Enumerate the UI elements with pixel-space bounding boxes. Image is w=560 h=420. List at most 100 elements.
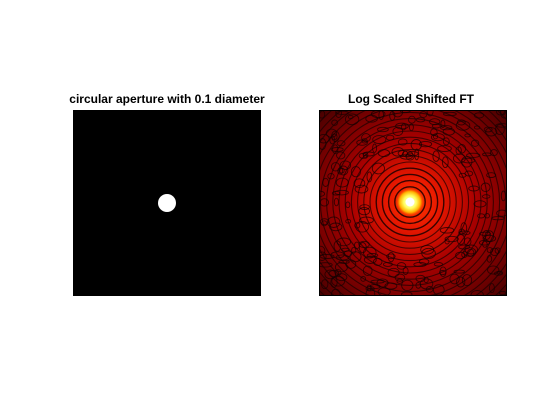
- ft-speckle: [483, 126, 493, 133]
- ft-speckle: [421, 247, 436, 259]
- ft-speckle: [358, 206, 371, 216]
- ft-speckle: [330, 251, 345, 259]
- ft-speckle: [430, 133, 445, 142]
- ft-speckle: [319, 190, 326, 198]
- ft-speckle: [336, 237, 352, 247]
- ft-speckle: [345, 259, 357, 269]
- ft-speckle: [319, 133, 330, 144]
- ft-speckle: [466, 152, 481, 158]
- ft-speckle: [382, 261, 393, 267]
- ft-speckle: [486, 247, 494, 254]
- ft-speckle: [321, 279, 329, 290]
- ft-speckle: [358, 216, 374, 224]
- ft-speckle: [491, 216, 505, 221]
- ft-speckle: [344, 113, 360, 126]
- ft-speckle: [361, 138, 368, 144]
- ft-speckle: [372, 135, 387, 145]
- ft-speckle: [400, 153, 413, 160]
- ft-speckle: [429, 118, 441, 126]
- ft-speckle: [408, 115, 416, 124]
- ft-ring: [357, 149, 463, 255]
- ft-speckle: [418, 140, 433, 148]
- aperture-image-panel: [73, 110, 261, 296]
- ft-speckle: [351, 246, 357, 254]
- ft-speckle: [444, 235, 459, 243]
- ft-speckle: [365, 286, 375, 292]
- ft-speckle: [453, 269, 466, 274]
- ft-speckle: [360, 276, 367, 282]
- ft-speckle: [402, 267, 409, 275]
- ft-speckle: [486, 172, 497, 178]
- ft-speckle: [358, 240, 370, 248]
- ft-speckle: [339, 160, 352, 170]
- ft-speckle: [338, 259, 350, 264]
- ft-speckle: [333, 197, 339, 207]
- ft-speckle: [338, 165, 349, 176]
- ft-speckle: [361, 133, 371, 143]
- ft-speckle: [392, 110, 404, 118]
- ft-speckle: [464, 133, 471, 138]
- aperture-panel-title: circular aperture with 0.1 diameter: [69, 92, 265, 106]
- ft-speckle: [385, 134, 395, 141]
- ft-speckle: [366, 171, 373, 183]
- ft-speckle: [481, 194, 491, 199]
- ft-speckle: [321, 220, 328, 227]
- ft-speckle: [401, 123, 407, 131]
- ft-speckle: [331, 190, 341, 196]
- ft-speckle: [479, 231, 491, 236]
- ft-speckle: [460, 222, 468, 234]
- ft-speckle: [334, 269, 342, 276]
- ft-speckle: [345, 219, 352, 224]
- ft-speckle: [495, 123, 507, 128]
- ft-speckle: [439, 227, 455, 234]
- ft-speckle: [461, 157, 476, 164]
- ft-speckle: [455, 146, 462, 155]
- ft-speckle: [477, 213, 486, 219]
- ft-peak-center: [405, 197, 415, 207]
- ft-speckle: [414, 148, 420, 161]
- ft-speckle: [397, 138, 408, 146]
- ft-speckle: [496, 209, 507, 217]
- ft-speckle: [461, 251, 468, 259]
- ft-speckle: [433, 262, 444, 267]
- ft-speckle: [355, 221, 370, 233]
- ft-image-panel: [319, 110, 507, 296]
- ft-speckle: [473, 112, 485, 119]
- ft-speckle: [456, 276, 466, 288]
- ft-speckle: [394, 273, 406, 282]
- ft-speckle: [495, 123, 505, 136]
- ft-speckle: [439, 270, 447, 276]
- ft-speckle: [457, 144, 467, 154]
- ft-speckle: [473, 200, 487, 208]
- ft-speckle: [327, 216, 341, 228]
- aperture-image: [73, 110, 261, 296]
- ft-speckle: [345, 201, 351, 209]
- ft-speckle: [353, 178, 366, 189]
- ft-speckle: [336, 140, 346, 147]
- circular-aperture: [158, 194, 176, 212]
- ft-speckle: [334, 189, 349, 196]
- ft-speckle: [372, 143, 378, 153]
- ft-speckle: [437, 145, 452, 153]
- ft-speckle: [468, 185, 480, 192]
- ft-speckle: [319, 262, 333, 268]
- ft-speckle: [319, 254, 335, 259]
- ft-speckle: [333, 240, 342, 252]
- ft-speckle: [440, 119, 446, 129]
- ft-speckle: [325, 128, 338, 138]
- ft-speckle: [330, 162, 341, 172]
- ft-speckle: [371, 162, 385, 175]
- ft-speckle: [319, 138, 327, 150]
- ft-speckle: [480, 182, 491, 193]
- ft-speckle: [401, 279, 414, 292]
- ft-ring: [319, 110, 507, 296]
- ft-speckle: [458, 172, 467, 178]
- ft-speckle: [458, 244, 471, 250]
- ft-speckle: [362, 265, 373, 276]
- ft-speckle: [499, 110, 507, 119]
- ft-speckle: [449, 273, 460, 285]
- ft-speckle: [322, 177, 329, 187]
- ft-speckle: [482, 240, 488, 248]
- ft-speckle: [347, 114, 354, 120]
